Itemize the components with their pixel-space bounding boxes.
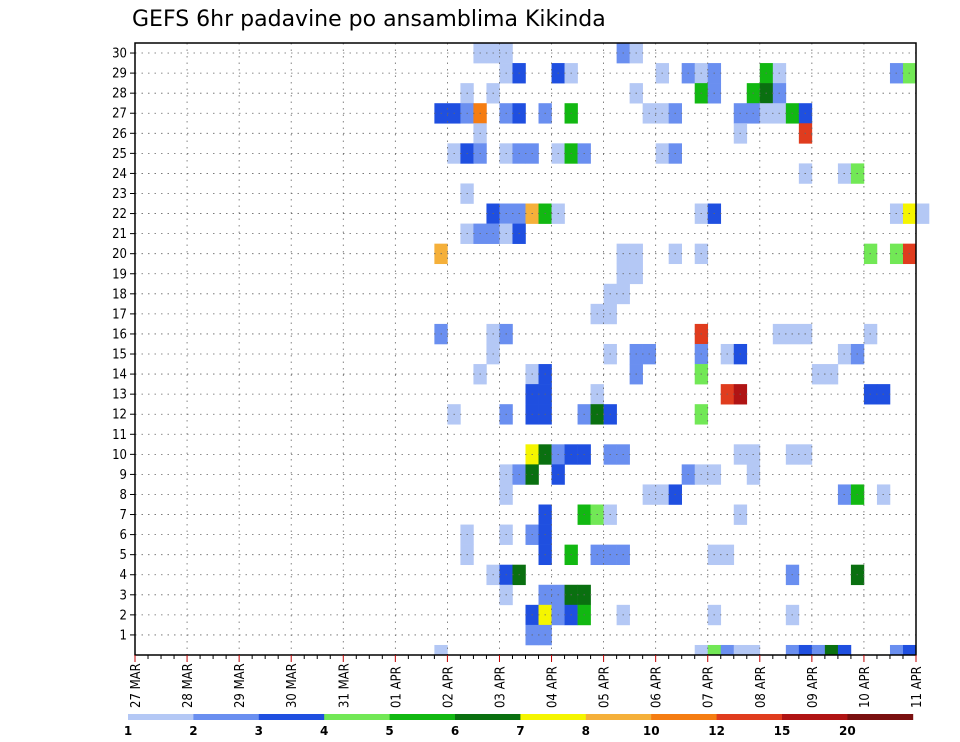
x-tick-label: 04 APR: [546, 666, 561, 708]
grid-lines: [135, 43, 916, 655]
y-tick-label: 6: [120, 528, 127, 543]
x-tick-label: 03 APR: [493, 666, 508, 708]
legend-label: 15: [774, 724, 791, 738]
y-tick-label: 9: [120, 468, 127, 483]
y-tick-label: 26: [112, 127, 127, 142]
x-tick-label: 29 MAR: [233, 663, 248, 708]
y-tick-label: 28: [112, 87, 127, 102]
y-tick-label: 20: [112, 247, 127, 262]
heatmap-cell: [785, 644, 800, 656]
x-tick-label: 30 MAR: [285, 663, 300, 708]
heatmap-cell: [902, 644, 917, 656]
heatmap-cell: [889, 644, 904, 656]
y-tick-label: 17: [112, 307, 127, 322]
heatmap-cell: [837, 644, 852, 656]
heatmap-cell: [434, 644, 448, 656]
x-tick-label: 06 APR: [650, 666, 665, 708]
y-tick-label: 19: [112, 267, 127, 282]
y-tick-label: 15: [112, 348, 127, 363]
legend-label: 20: [839, 724, 856, 738]
y-tick-label: 13: [112, 388, 127, 403]
legend-label: 12: [708, 724, 725, 738]
legend-swatch: [455, 714, 521, 720]
y-tick-label: 12: [112, 408, 127, 423]
heatmap-cell: [694, 644, 709, 656]
legend-label: 10: [643, 724, 660, 738]
y-tick-label: 3: [120, 588, 127, 603]
legend-label: 1: [124, 724, 132, 738]
x-tick-label: 11 APR: [910, 666, 925, 708]
legend-swatch: [324, 714, 390, 720]
y-tick-label: 22: [112, 207, 127, 222]
y-tick-label: 21: [112, 227, 127, 242]
x-tick-label: 31 MAR: [337, 663, 352, 708]
legend-label: 4: [320, 724, 328, 738]
y-tick-label: 1: [120, 628, 127, 643]
x-tick-label: 01 APR: [389, 666, 404, 708]
x-tick-label: 09 APR: [806, 666, 821, 708]
y-tick-label: 10: [112, 448, 127, 463]
y-tick-label: 14: [112, 368, 127, 383]
x-tick-label: 08 APR: [754, 666, 769, 708]
heatmap-cell: [733, 644, 748, 656]
legend-label: 8: [582, 724, 590, 738]
heatmap-cell: [746, 644, 761, 656]
legend-swatch: [520, 714, 587, 720]
y-tick-label: 5: [120, 548, 127, 563]
color-legend: 1 2 3 4 5 6 7 8 10 12 15 20: [124, 714, 914, 738]
legend-swatch: [847, 714, 914, 720]
y-tick-label: 24: [112, 167, 127, 182]
y-axis-ticks: 1234567891011121314151617181920212223242…: [112, 47, 135, 643]
heatmap-cell: [916, 203, 930, 224]
x-tick-label: 07 APR: [702, 666, 717, 708]
legend-label: 5: [385, 724, 393, 738]
legend-swatch: [585, 714, 652, 720]
legend-swatch: [782, 714, 848, 720]
y-tick-label: 29: [112, 67, 127, 82]
legend-swatch: [651, 714, 717, 720]
y-tick-label: 7: [120, 508, 127, 523]
legend-swatch: [258, 714, 325, 720]
y-tick-label: 23: [112, 187, 127, 202]
x-tick-label: 10 APR: [858, 666, 873, 708]
y-tick-label: 4: [120, 568, 127, 583]
legend-label: 2: [189, 724, 197, 738]
legend-label: 7: [516, 724, 524, 738]
legend-swatch: [389, 714, 456, 720]
heatmap-cells: [434, 43, 930, 656]
x-tick-label: 28 MAR: [181, 663, 196, 708]
heatmap-cell: [707, 644, 722, 656]
y-tick-label: 30: [112, 47, 127, 62]
y-tick-label: 8: [120, 488, 127, 503]
heatmap-cell: [824, 644, 839, 656]
legend-swatch: [128, 714, 194, 720]
y-tick-label: 27: [112, 107, 127, 122]
y-tick-label: 16: [112, 327, 127, 342]
y-tick-label: 2: [120, 608, 127, 623]
legend-label: 3: [255, 724, 263, 738]
legend-swatch: [716, 714, 783, 720]
heatmap-cell: [720, 644, 735, 656]
y-tick-label: 25: [112, 147, 127, 162]
x-tick-label: 05 APR: [598, 666, 613, 708]
x-tick-label: 02 APR: [441, 666, 456, 708]
x-axis-ticks: 27 MAR 28 MAR 29 MAR 30 MAR 31 MAR 01 APR 02 A…: [129, 655, 925, 708]
heatmap-cell: [798, 644, 813, 656]
chart-title: GEFS 6hr padavine po ansamblima Kikinda: [132, 7, 606, 32]
y-tick-label: 18: [112, 287, 127, 302]
heatmap-cell: [811, 644, 826, 656]
y-tick-label: 11: [112, 428, 127, 443]
legend-label: 6: [451, 724, 459, 738]
x-tick-label: 27 MAR: [129, 663, 144, 708]
legend-swatch: [193, 714, 260, 720]
